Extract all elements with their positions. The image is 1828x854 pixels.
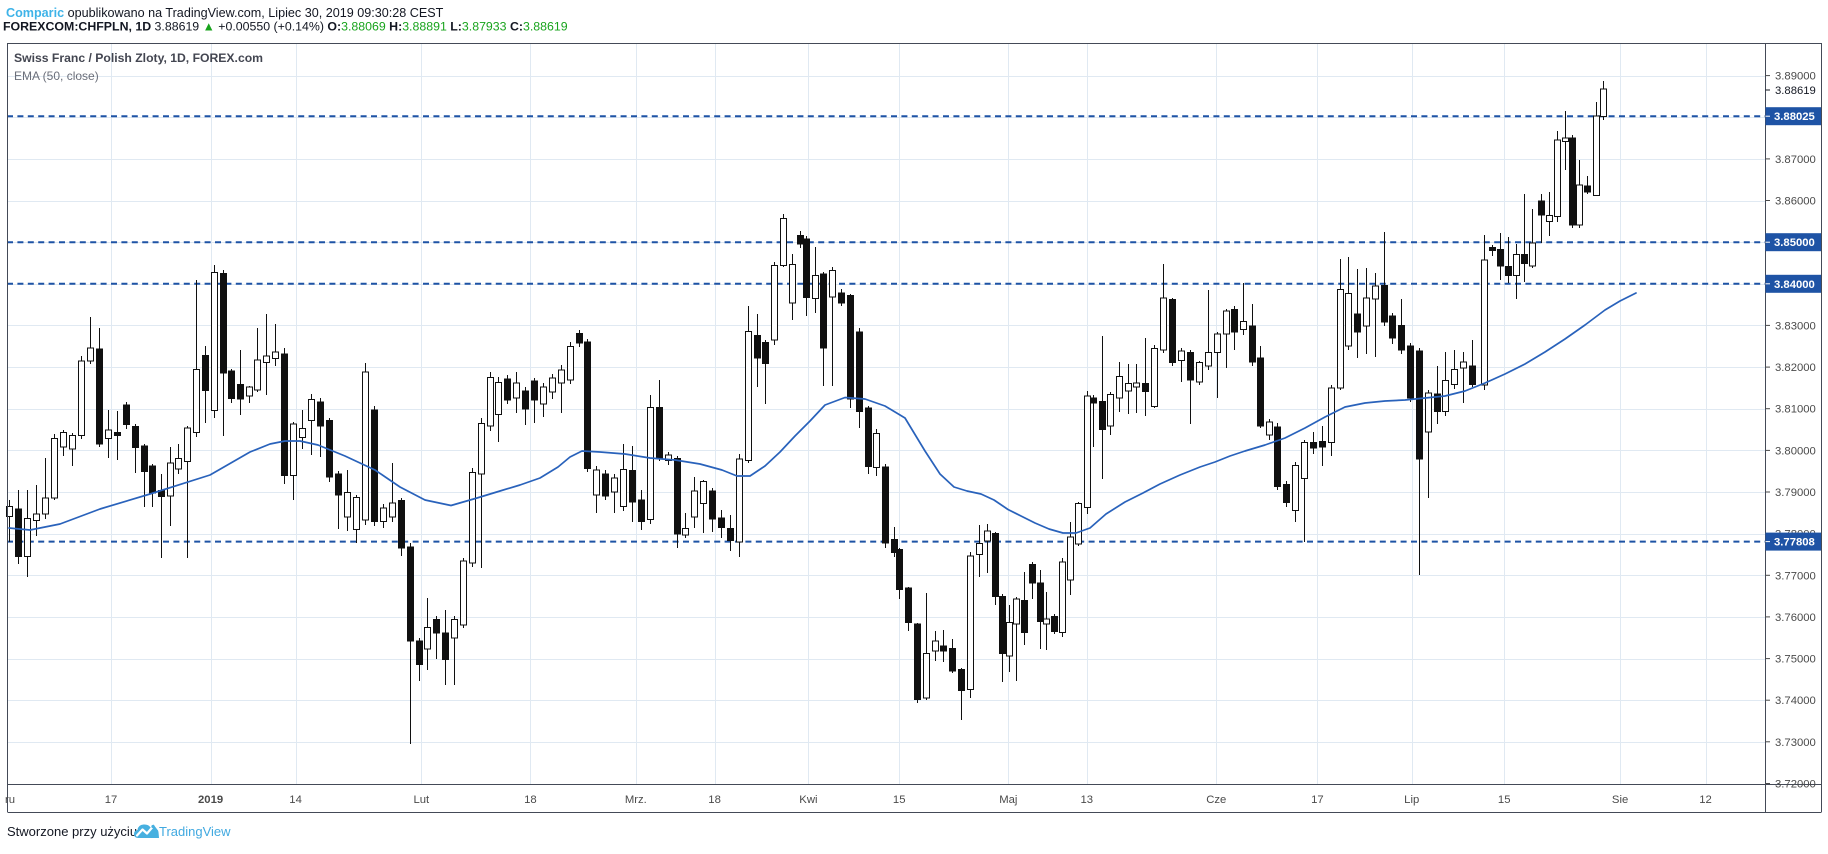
svg-text:17: 17 bbox=[105, 794, 118, 806]
svg-text:17: 17 bbox=[1311, 794, 1324, 806]
svg-text:Maj: Maj bbox=[999, 794, 1017, 806]
svg-text:3.81000: 3.81000 bbox=[1775, 404, 1816, 416]
svg-text:3.72000: 3.72000 bbox=[1775, 779, 1816, 791]
svg-text:Lip: Lip bbox=[1404, 794, 1419, 806]
svg-text:3.75000: 3.75000 bbox=[1775, 654, 1816, 666]
svg-text:14: 14 bbox=[289, 794, 302, 806]
svg-text:3.80000: 3.80000 bbox=[1775, 445, 1816, 457]
svg-text:3.77000: 3.77000 bbox=[1775, 570, 1816, 582]
svg-text:Lut: Lut bbox=[413, 794, 430, 806]
svg-text:Cze: Cze bbox=[1206, 794, 1226, 806]
svg-text:3.88619: 3.88619 bbox=[1775, 85, 1816, 97]
svg-text:3.86000: 3.86000 bbox=[1775, 196, 1816, 208]
svg-text:TradingView: TradingView bbox=[159, 824, 231, 839]
svg-text:3.87000: 3.87000 bbox=[1775, 154, 1816, 166]
svg-text:ru: ru bbox=[5, 794, 15, 806]
svg-text:Mrz.: Mrz. bbox=[625, 794, 647, 806]
svg-text:2019: 2019 bbox=[198, 794, 223, 806]
svg-text:12: 12 bbox=[1699, 794, 1712, 806]
svg-text:3.89000: 3.89000 bbox=[1775, 71, 1816, 83]
svg-text:Sie: Sie bbox=[1612, 794, 1628, 806]
svg-text:13: 13 bbox=[1081, 794, 1094, 806]
svg-text:15: 15 bbox=[1498, 794, 1511, 806]
svg-text:EMA (50, close): EMA (50, close) bbox=[14, 69, 99, 83]
svg-text:18: 18 bbox=[708, 794, 721, 806]
svg-text:3.85000: 3.85000 bbox=[1774, 237, 1815, 249]
svg-text:3.83000: 3.83000 bbox=[1775, 320, 1816, 332]
svg-text:3.77808: 3.77808 bbox=[1774, 537, 1815, 549]
svg-text:3.88025: 3.88025 bbox=[1774, 111, 1815, 123]
svg-text:3.84000: 3.84000 bbox=[1774, 279, 1815, 291]
svg-text:3.82000: 3.82000 bbox=[1775, 362, 1816, 374]
svg-text:Stworzone przy użyciu: Stworzone przy użyciu bbox=[7, 824, 137, 839]
svg-text:Swiss Franc / Polish Zloty, 1D: Swiss Franc / Polish Zloty, 1D, FOREX.co… bbox=[14, 51, 263, 65]
svg-text:18: 18 bbox=[524, 794, 537, 806]
svg-text:3.73000: 3.73000 bbox=[1775, 737, 1816, 749]
svg-text:3.79000: 3.79000 bbox=[1775, 487, 1816, 499]
svg-text:FOREXCOM:CHFPLN, 1D 3.88619 ▲: FOREXCOM:CHFPLN, 1D 3.88619 ▲ +0.00550 (… bbox=[3, 20, 568, 34]
svg-text:3.76000: 3.76000 bbox=[1775, 612, 1816, 624]
svg-text:15: 15 bbox=[893, 794, 906, 806]
svg-text:Comparic opublikowano na Tradi: Comparic opublikowano na TradingView.com… bbox=[6, 6, 444, 20]
svg-text:Kwi: Kwi bbox=[799, 794, 817, 806]
svg-text:3.74000: 3.74000 bbox=[1775, 695, 1816, 707]
